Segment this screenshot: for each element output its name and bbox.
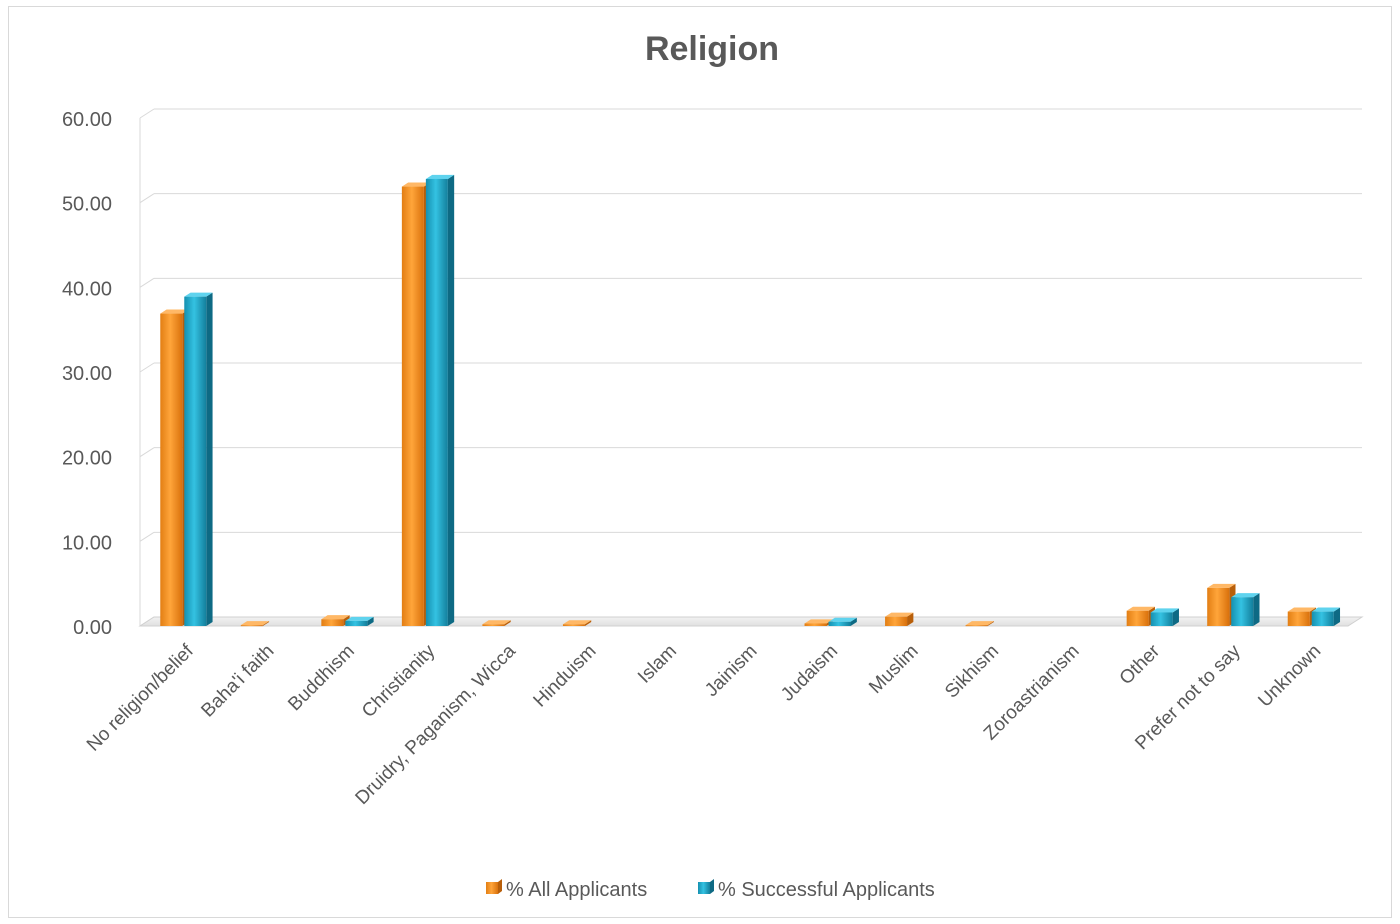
bar-successful-2 — [345, 616, 374, 626]
x-tick-label: Hinduism — [530, 641, 601, 712]
bar-successful-0 — [184, 292, 213, 626]
y-tick-label: 30.00 — [62, 363, 112, 385]
legend-item-successful: % Successful Applicants — [698, 879, 935, 901]
gridline-depth — [139, 108, 155, 119]
x-tick-label: Judaism — [777, 641, 842, 706]
bar-successful-12 — [1150, 608, 1179, 626]
y-tick-label: 60.00 — [62, 109, 112, 131]
y-tick-label: 10.00 — [62, 532, 112, 554]
bar-all-1 — [240, 621, 270, 627]
chart-frame — [8, 6, 1392, 918]
x-tick-label: Jainism — [701, 641, 761, 701]
y-tick-label: 50.00 — [62, 194, 112, 216]
y-tick-label: 40.00 — [62, 278, 112, 300]
bar-all-4 — [482, 620, 511, 626]
gridline-depth — [139, 193, 155, 204]
bar-all-9 — [885, 612, 914, 626]
x-tick-label: Muslim — [865, 641, 922, 698]
bar-all-10 — [965, 621, 994, 627]
x-tick-label: Druidry, Paganism, Wicca — [352, 640, 521, 809]
legend-label: % Successful Applicants — [718, 879, 935, 901]
bar-successful-3 — [425, 174, 455, 626]
legend-label: % All Applicants — [506, 879, 647, 901]
x-tick-label: Christianity — [358, 640, 440, 722]
gridline-depth — [139, 447, 155, 458]
bar-successful-14 — [1311, 607, 1341, 626]
x-tick-label: Unknown — [1254, 641, 1325, 712]
legend-swatch — [698, 882, 710, 894]
legend-item-all: % All Applicants — [486, 879, 647, 901]
x-tick-label: Baha'i faith — [197, 641, 278, 722]
y-tick-label: 0.00 — [73, 617, 112, 639]
x-tick-label: Islam — [634, 641, 681, 688]
chart-title: Religion — [644, 30, 780, 68]
x-tick-label: Other — [1116, 640, 1165, 689]
bar-all-5 — [562, 620, 592, 626]
x-tick-label: Buddhism — [284, 641, 359, 716]
x-tick-label: No religion/belief — [83, 640, 198, 755]
bar-successful-8 — [828, 617, 857, 626]
legend-swatch — [486, 882, 498, 894]
gridline-depth — [139, 277, 155, 288]
x-tick-label: Sikhism — [941, 641, 1003, 703]
y-tick-label: 20.00 — [62, 448, 112, 470]
bar-successful-13 — [1231, 593, 1260, 626]
gridline-depth — [139, 362, 155, 373]
gridline-depth — [139, 531, 155, 542]
